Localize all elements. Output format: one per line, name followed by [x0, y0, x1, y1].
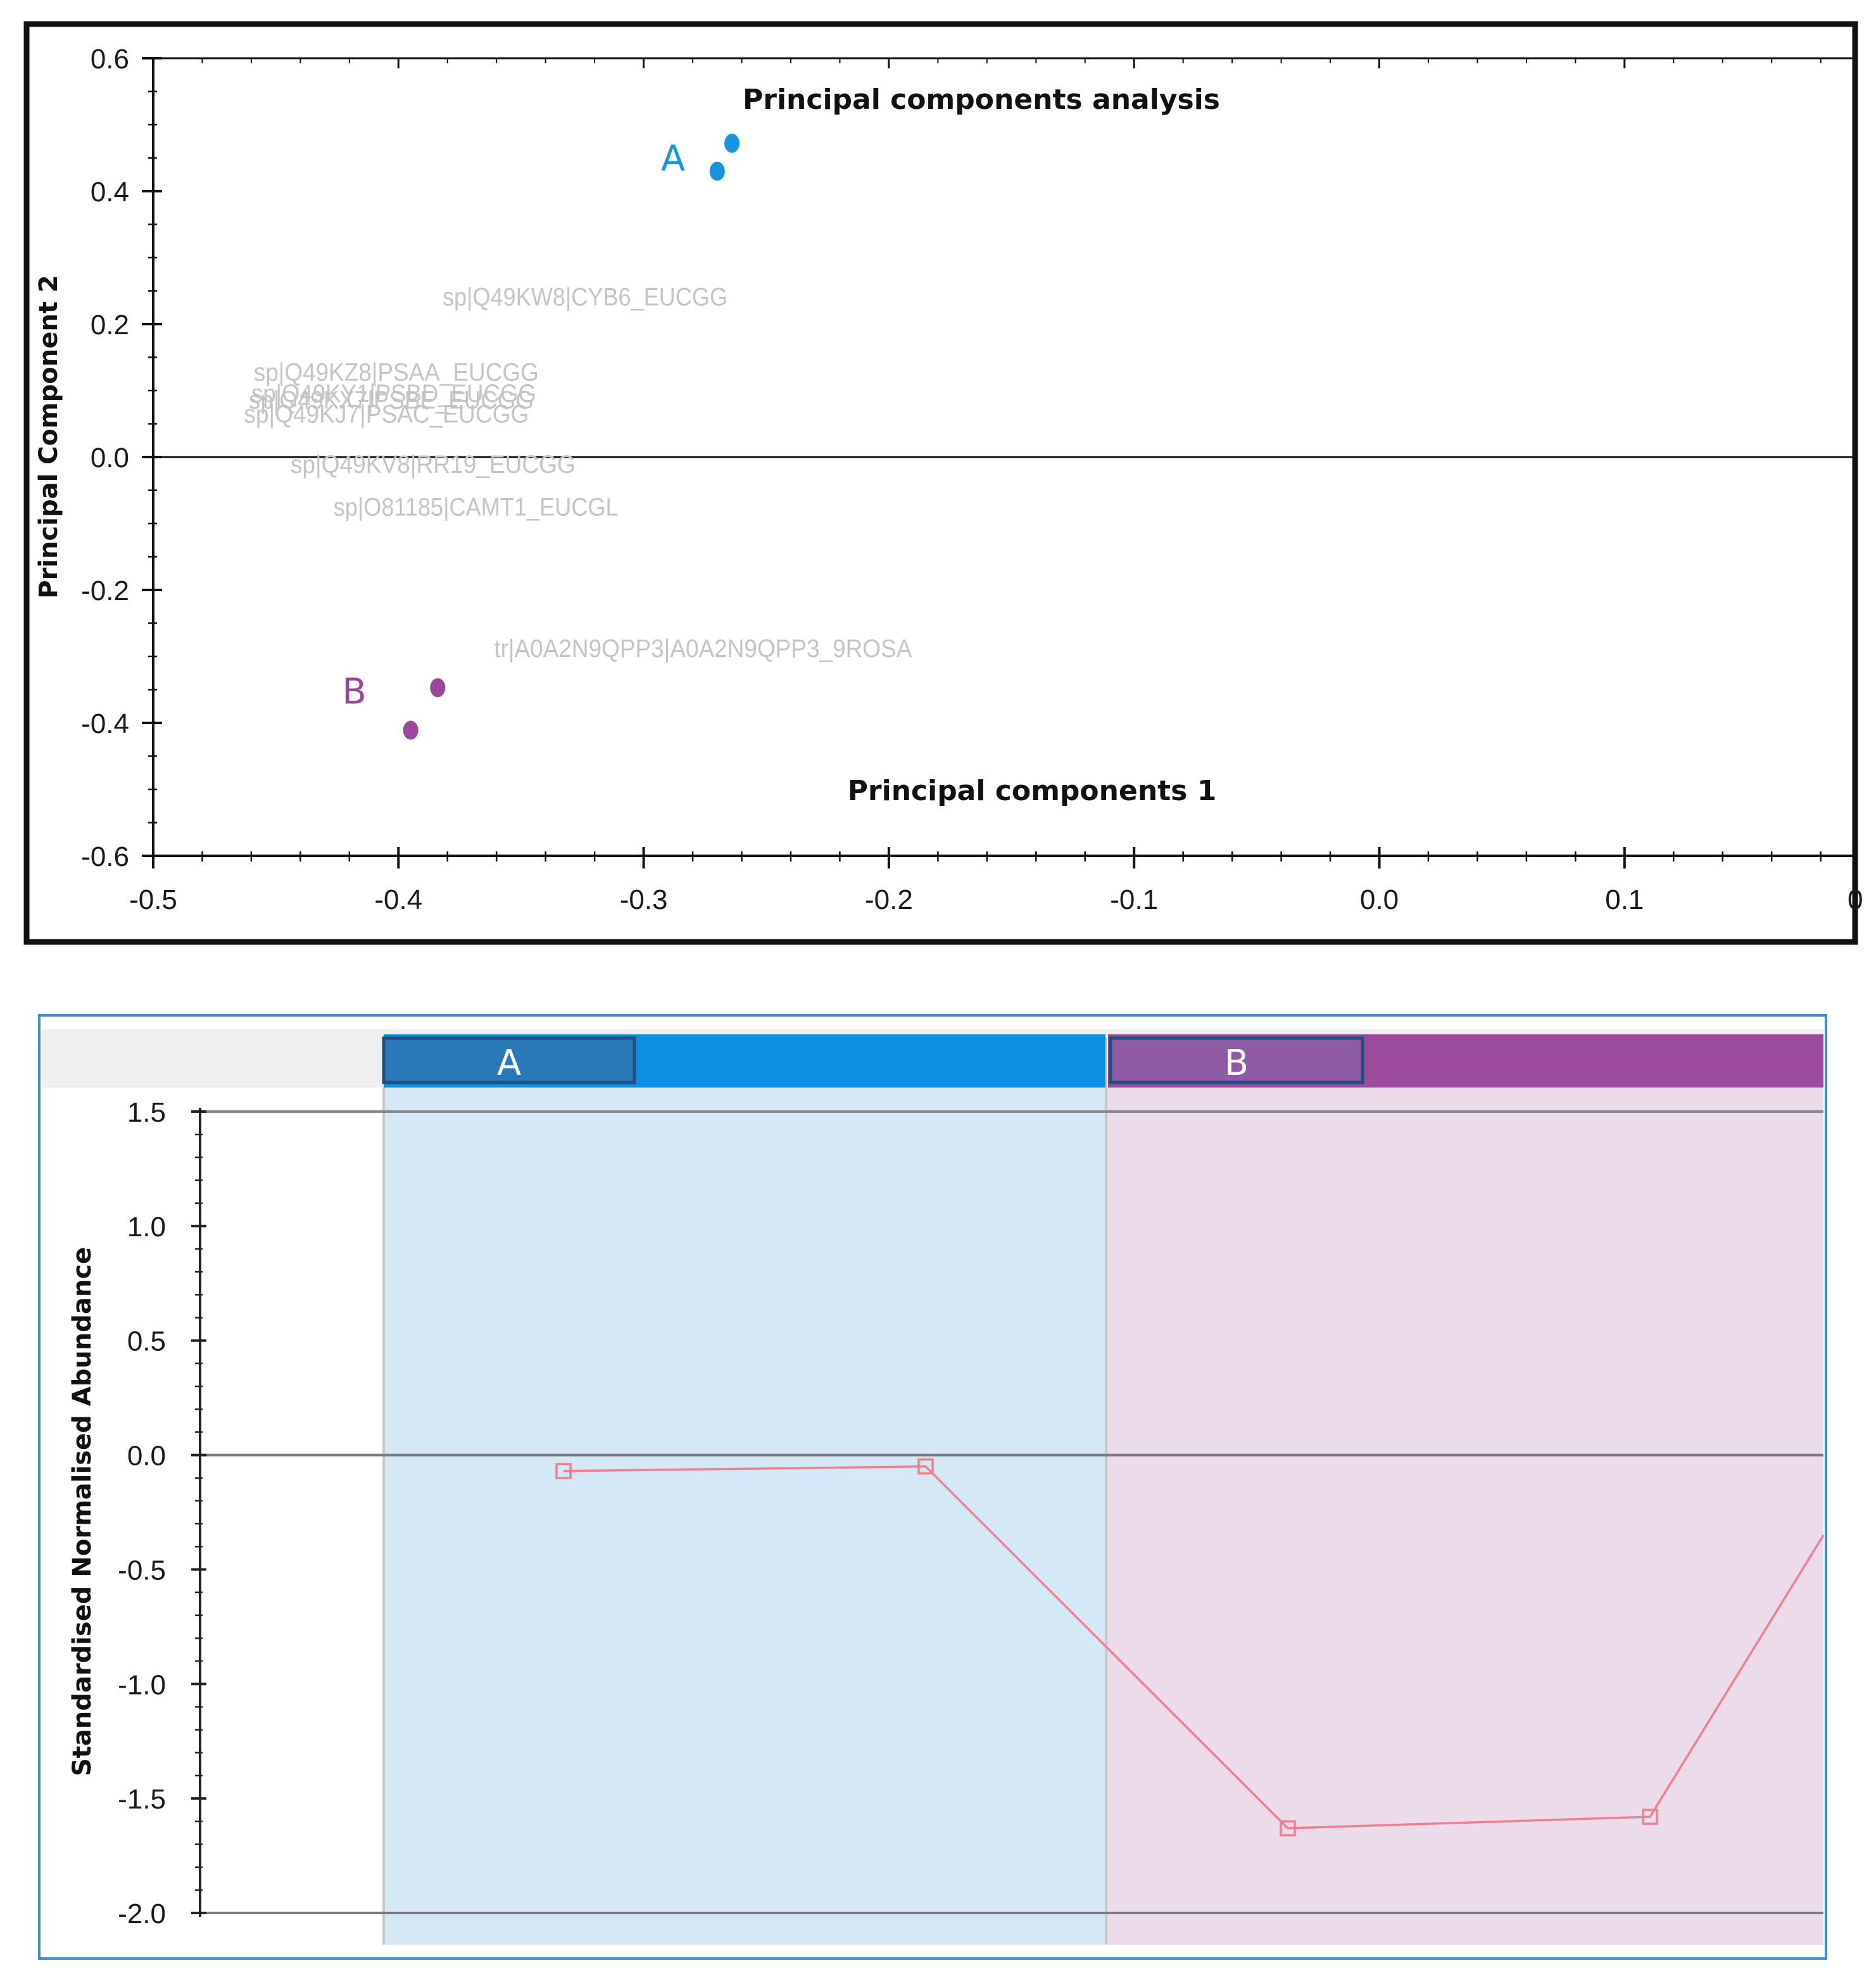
pca-group-label-b: B	[342, 672, 366, 713]
pca-x-tick-label: -0.4	[374, 884, 422, 915]
pca-points	[403, 134, 740, 740]
pca-y-tick-label: 0.6	[91, 44, 129, 75]
protein-label: sp|Q49KZ8|PSAA_EUCGG	[254, 358, 539, 386]
pca-x-tick-label: -0.3	[620, 884, 668, 915]
pca-y-tick-label: 0.2	[91, 310, 129, 341]
pca-frame	[23, 21, 1858, 945]
abundance-y-tick-label: 1.0	[127, 1212, 166, 1243]
pca-group-labels: AB	[342, 139, 685, 713]
abundance-y-tick-label: -1.0	[118, 1669, 166, 1700]
pca-x-tick-label: 0.1	[1605, 884, 1644, 915]
pca-x-tick-label-cut: 0	[1848, 884, 1863, 915]
pca-x-axis-label: Principal components 1	[848, 775, 1217, 807]
abundance-marker	[555, 1463, 572, 1479]
abundance-marker	[1642, 1809, 1658, 1825]
pca-point-b	[403, 720, 419, 740]
pca-point-b	[430, 678, 446, 698]
pca-y-tick-label: 0.0	[91, 442, 129, 473]
pca-group-label-a: A	[661, 139, 685, 180]
group-b-label-box	[1109, 1036, 1364, 1084]
protein-label: sp|Q49KY1|PSBD_EUCGG	[251, 380, 536, 408]
protein-label: sp|O81185|CAMT1_EUCGL	[334, 493, 619, 521]
protein-label: sp|Q49KJ7|PSAC_EUCGG	[244, 400, 529, 428]
pca-y-axis-label: Principal Component 2	[34, 275, 63, 599]
pca-y-tick-label: 0.4	[91, 177, 129, 208]
abundance-y-tick-label: 1.5	[127, 1097, 166, 1128]
pca-x-tick-label: -0.2	[865, 884, 913, 915]
pca-point-a	[709, 161, 725, 181]
protein-label: tr|A0A2N9QPP3|A0A2N9QPP3_9ROSA	[494, 635, 912, 663]
pca-title: Principal components analysis	[743, 84, 1220, 116]
abundance-y-tick-label: -2.0	[118, 1898, 166, 1929]
abundance-axes: 1.5 1.0 0.5 0.0 -0.5 -1.0 -1.5 -2.0	[118, 1097, 1823, 1929]
protein-label: sp|Q49KV8|RR19_EUCGG	[291, 451, 576, 479]
pca-y-tick-label: -0.6	[81, 841, 129, 872]
abundance-panel: A B 1.5 1.0 0.5 0.0 -0.5 -1.0 -1.5 -2.0 Standar…	[38, 1014, 1827, 1960]
group-a-band	[384, 1088, 1105, 1945]
pca-point-a	[724, 134, 740, 153]
abundance-y-axis-label: Standardised Normalised Abundance	[68, 1247, 97, 1776]
group-a-header-label: A	[497, 1043, 521, 1084]
abundance-y-tick-label: -1.5	[118, 1784, 166, 1815]
pca-panel: 0.6 0.4 0.2 0.0 -0.2 -0.4 -0.6-0.5 -0.4 -0.3 -0.2…	[23, 21, 1863, 945]
pca-x-tick-label: -0.1	[1110, 884, 1158, 915]
pca-protein-labels: sp|Q49KW8|CYB6_EUCGG sp|Q49KZ8|PSAA_EUCGG…	[244, 284, 912, 663]
pca-y-tick-label: -0.2	[81, 575, 129, 606]
abundance-y-tick-label: -0.5	[118, 1555, 166, 1586]
abundance-trend-line	[563, 1465, 1825, 1829]
group-b-header-label: B	[1224, 1043, 1249, 1084]
abundance-marker	[1280, 1820, 1296, 1836]
pca-y-tick-label: -0.4	[81, 708, 129, 739]
pca-x-tick-label: -0.5	[129, 884, 177, 915]
protein-label: sp|Q49KX7|PSBE_EUCGG	[249, 386, 534, 414]
group-a-label-box	[382, 1036, 636, 1084]
abundance-y-tick-label: 0.5	[127, 1326, 166, 1357]
protein-label: sp|Q49KW8|CYB6_EUCGG	[443, 284, 727, 311]
pca-x-tick-label: 0.0	[1360, 884, 1399, 915]
group-b-band	[1107, 1088, 1823, 1945]
abundance-y-tick-label: 0.0	[127, 1441, 166, 1472]
abundance-series	[555, 1458, 1825, 1836]
pca-axes: 0.6 0.4 0.2 0.0 -0.2 -0.4 -0.6-0.5 -0.4 -0.3 -0.2…	[81, 44, 1863, 915]
abundance-marker	[917, 1458, 934, 1475]
